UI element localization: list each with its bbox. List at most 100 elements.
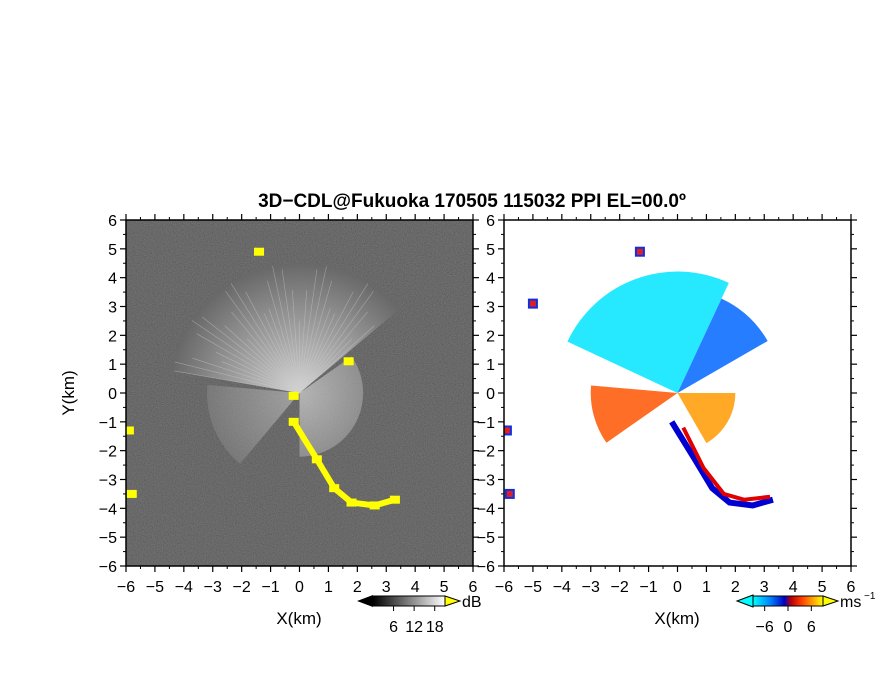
x-tick-label: −4 [553,579,571,596]
x-tick-label: −5 [146,579,164,596]
x-tick-label: 6 [847,579,856,596]
figure-title: 3D−CDL@Fukuoka 170505 115032 PPI EL=00.0… [258,191,686,212]
x-tick-label: −1 [261,579,279,596]
echo-ray [231,311,300,394]
x-tick-label: 6 [469,579,478,596]
echo-ray [299,313,336,394]
y-tick-label: 2 [486,328,495,345]
echo-ray [192,357,300,394]
y-tick-label: −6 [477,559,495,576]
echo-ray [230,283,300,394]
y-tick-label: 6 [108,213,117,230]
y-tick-label: 1 [108,357,117,374]
echo-ray [299,325,375,394]
highlighted-echo [126,489,137,498]
y-tick-label: 0 [108,386,117,403]
echo-ray [272,266,300,394]
y-tick-label: −5 [99,530,117,547]
velocity-axes: −6 −5 −4 −3 −2 −1 0 1 2 3 4 5 6 6 5 4 3 2 1 0 −1 −2 −3 −4 −5 −6 [477,213,857,596]
y-tick-label: 5 [108,242,117,259]
reflectivity-colorbar-max-arrow [444,595,462,607]
echo-ray [267,280,300,394]
echo-ray [299,290,374,394]
velocity-sector [567,271,729,393]
x-tick-label: −1 [639,579,657,596]
echo-fan-wedge-west [206,384,300,464]
reflectivity-xlabel: X(km) [276,609,321,628]
echo-ray [202,316,300,394]
x-tick-label: 2 [353,579,362,596]
y-tick-label: 4 [486,271,495,288]
highlighted-echo-band [291,420,396,509]
x-tick-label: −3 [204,579,222,596]
highlighted-echo [254,247,265,256]
echo-ray [281,269,300,394]
reflectivity-axes: −6 −5 −4 −3 −2 −1 0 1 2 3 4 5 6 6 5 4 3 2 1 0 −1 −2 −3 −4 −5 −6 [99,213,479,596]
echo-ray [299,269,318,394]
y-tick-label: −1 [477,415,495,432]
reflectivity-colorbar-min-arrow [357,595,373,607]
echo-ray [268,308,300,394]
velocity-echo-band [669,420,774,509]
x-tick-label: 1 [324,579,333,596]
highlighted-echo [126,426,134,435]
x-tick-label: 0 [295,579,304,596]
reflectivity-colorbar-unit: dB [462,594,482,611]
x-tick-label: −3 [582,579,600,596]
echo-ray [215,352,300,394]
velocity-edge-echo-core [636,248,643,255]
y-tick-label: 3 [486,300,495,317]
echo-fan-wedge-south [299,356,364,457]
y-tick-label: 3 [108,300,117,317]
x-tick-label: 2 [731,579,740,596]
velocity-sector [677,298,768,393]
x-tick-label: −5 [524,579,542,596]
velocity-colorbar-min-arrow [735,594,754,608]
y-tick-label: −3 [477,473,495,490]
echo-ray [191,320,300,394]
echo-ray [291,289,300,394]
velocity-colorbar: ms −1 −6 0 6 [735,591,876,636]
reflectivity-echo-fan [171,262,400,464]
x-tick-label: −2 [611,579,629,596]
y-tick-label: −4 [99,501,117,518]
y-tick-label: −1 [99,415,117,432]
velocity-echo-fan [567,271,768,444]
x-tick-label: 3 [760,579,769,596]
y-tick-label: 6 [486,213,495,230]
velocity-colorbar-ticks: −6 0 6 [756,606,816,636]
echo-ray [263,313,300,394]
y-tick-label: −6 [99,559,117,576]
echo-ray [221,361,300,394]
echo-ray [299,266,327,394]
x-tick-label: 1 [702,579,711,596]
y-tick-label: 2 [108,328,117,345]
highlighted-echo [343,357,354,366]
y-tick-label: 1 [486,357,495,374]
velocity-echo-band-red [681,426,771,502]
y-tick-label: −3 [99,473,117,490]
x-tick-label: 5 [440,579,449,596]
x-tick-label: −4 [175,579,193,596]
echo-ray [299,291,354,394]
reflectivity-colorbar: dB 6 12 18 [357,594,482,636]
velocity-edge-echo-core [504,427,510,434]
velocity-edge-echoes [504,246,774,509]
y-tick-label: −2 [477,444,495,461]
velocity-colorbar-unit-exponent: −1 [864,591,876,602]
echo-ray [245,291,300,394]
y-tick-label: −2 [99,444,117,461]
y-tick-label: −4 [477,501,495,518]
reflectivity-colorbar-bar [372,595,446,607]
y-tick-label: −5 [477,530,495,547]
echo-ray [196,333,300,394]
x-tick-label: 4 [789,579,798,596]
echo-ray [299,311,368,394]
velocity-sector [677,393,736,444]
velocity-edge-echo-core [529,300,536,307]
x-tick-label: −6 [117,579,135,596]
velocity-colorbar-max-arrow [822,595,840,607]
echo-ray [299,289,308,394]
colorbar-tick-label: 6 [807,619,816,636]
